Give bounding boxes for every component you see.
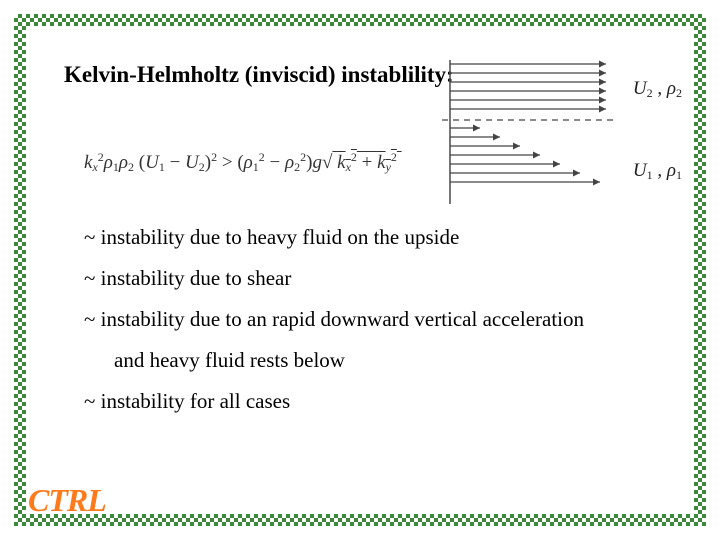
diagram-label-upper: U2 , ρ2	[633, 78, 682, 101]
bullet-4: ~ instability for all cases	[84, 381, 666, 422]
bullet-2: ~ instability due to shear	[84, 258, 666, 299]
ctrl-watermark: CTRL	[28, 482, 106, 519]
bullet-3: ~ instability due to an rapid downward v…	[84, 299, 666, 340]
bullet-1: ~ instability due to heavy fluid on the …	[84, 217, 666, 258]
diagram-label-lower: U1 , ρ1	[633, 160, 682, 183]
bullet-3-continuation: and heavy fluid rests below	[84, 340, 666, 381]
bullet-list: ~ instability due to heavy fluid on the …	[64, 217, 666, 422]
shear-flow-diagram: U2 , ρ2 U1 , ρ1	[442, 54, 680, 214]
